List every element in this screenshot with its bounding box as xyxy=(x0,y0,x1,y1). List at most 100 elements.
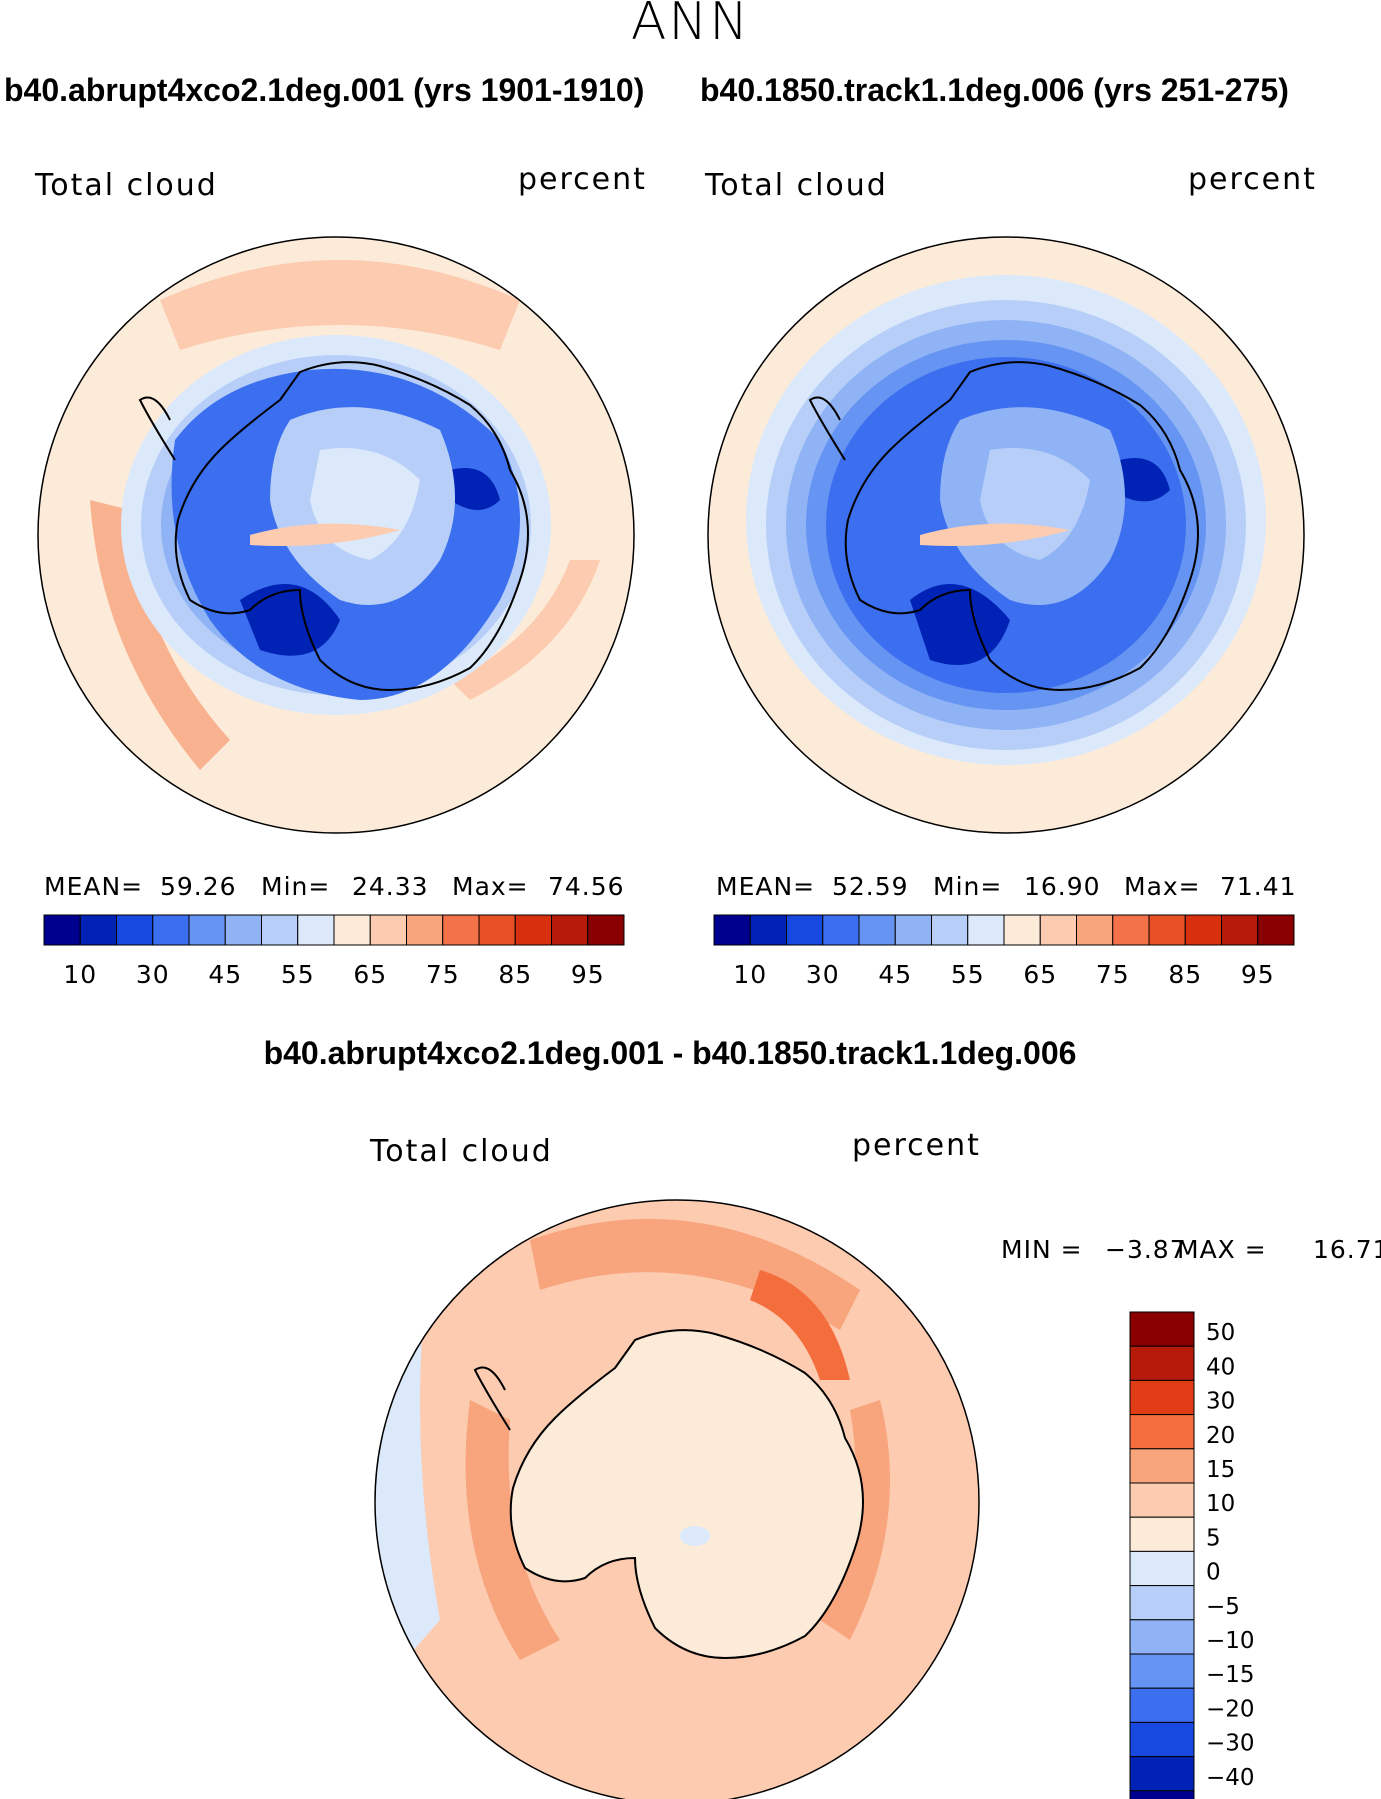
panel2-min-value: 16.90 xyxy=(1024,872,1101,901)
colorbar-box xyxy=(1129,1345,1195,1381)
colorbar-tick-label: −20 xyxy=(1206,1696,1255,1722)
colorbar-box xyxy=(1039,914,1077,946)
colorbar-box xyxy=(1129,1516,1195,1552)
colorbar-box xyxy=(297,914,335,946)
colorbar-tick-label: 75 xyxy=(1096,960,1130,989)
diff-field-label: Total cloud xyxy=(370,1134,553,1169)
colorbar-box xyxy=(1129,1653,1195,1689)
colorbar-box xyxy=(1129,1311,1195,1347)
colorbar-tick-label: 65 xyxy=(1023,960,1057,989)
colorbar-box xyxy=(858,914,896,946)
panel2-max-value: 71.41 xyxy=(1220,872,1297,901)
panel1-mean-value: 59.26 xyxy=(160,872,237,901)
diff-map xyxy=(375,1200,979,1799)
panel1-max-value: 74.56 xyxy=(548,872,625,901)
diff-max-label: MAX = xyxy=(1177,1235,1267,1264)
panel1-colorbar: 10 30 45 55 65 75 85 95 xyxy=(43,914,625,989)
colorbar-tick-label: 45 xyxy=(878,960,912,989)
panel1-units: percent xyxy=(518,162,647,197)
colorbar-tick-label: 85 xyxy=(498,960,532,989)
colorbar-box xyxy=(442,914,480,946)
diff-min-value: −3.87 xyxy=(1105,1235,1187,1264)
season-title: ANN xyxy=(630,0,751,52)
colorbar-box xyxy=(1257,914,1295,946)
colorbar-box xyxy=(786,914,824,946)
colorbar-box xyxy=(514,914,552,946)
panel2-colorbar: 10 30 45 55 65 75 85 95 xyxy=(713,914,1295,989)
colorbar-box xyxy=(188,914,226,946)
panel2-case-title: b40.1850.track1.1deg.006 (yrs 251-275) xyxy=(700,72,1289,108)
diff-max-value: 16.71 xyxy=(1313,1235,1381,1264)
panel2-mean-value: 52.59 xyxy=(832,872,909,901)
colorbar-box xyxy=(1148,914,1186,946)
panel2-map xyxy=(708,237,1304,833)
colorbar-tick-label: 30 xyxy=(1206,1389,1235,1415)
colorbar-box xyxy=(1129,1756,1195,1792)
colorbar-box xyxy=(406,914,444,946)
colorbar-box xyxy=(478,914,516,946)
colorbar-box xyxy=(43,914,81,946)
colorbar-tick-label: −15 xyxy=(1206,1662,1255,1688)
colorbar-box xyxy=(1184,914,1222,946)
panel1-field-label: Total cloud xyxy=(35,168,218,203)
colorbar-tick-label: −5 xyxy=(1206,1594,1240,1620)
colorbar-box xyxy=(261,914,299,946)
colorbar-tick-label: 75 xyxy=(426,960,460,989)
colorbar-tick-label: −30 xyxy=(1206,1731,1255,1757)
colorbar-tick-label: 10 xyxy=(1206,1491,1235,1517)
panel2-mean-label: MEAN= xyxy=(716,872,816,901)
colorbar-box xyxy=(1129,1721,1195,1758)
diff-units: percent xyxy=(852,1128,981,1163)
colorbar-tick-label: −40 xyxy=(1206,1765,1255,1791)
colorbar-tick-label: 10 xyxy=(733,960,767,989)
diff-min-label: MIN = xyxy=(1001,1235,1083,1264)
colorbar-box xyxy=(749,914,787,946)
colorbar-box xyxy=(1129,1790,1195,1799)
colorbar-box xyxy=(967,914,1005,946)
colorbar-box xyxy=(1129,1550,1195,1587)
colorbar-tick-label: 0 xyxy=(1206,1560,1221,1586)
colorbar-box xyxy=(1221,914,1259,946)
colorbar-box xyxy=(551,914,589,946)
colorbar-tick-label: 65 xyxy=(353,960,387,989)
colorbar-tick-label: 45 xyxy=(208,960,242,989)
colorbar-box xyxy=(79,914,117,946)
colorbar-tick-label: 85 xyxy=(1168,960,1202,989)
colorbar-box xyxy=(1129,1482,1195,1518)
colorbar-tick-label: 30 xyxy=(136,960,170,989)
colorbar-box xyxy=(587,914,625,946)
colorbar-tick-label: 5 xyxy=(1206,1525,1221,1551)
colorbar-box xyxy=(369,914,407,946)
colorbar-box xyxy=(152,914,190,946)
colorbar-tick-label: 30 xyxy=(806,960,840,989)
colorbar-tick-label: 10 xyxy=(63,960,97,989)
colorbar-box xyxy=(1129,1585,1195,1621)
colorbar-box xyxy=(1003,914,1041,946)
colorbar-tick-label: −10 xyxy=(1206,1628,1255,1654)
colorbar-box xyxy=(822,914,860,946)
colorbar-box xyxy=(713,914,751,946)
panel1-min-value: 24.33 xyxy=(352,872,429,901)
colorbar-tick-label: 55 xyxy=(951,960,985,989)
colorbar-tick-label: 50 xyxy=(1206,1320,1235,1346)
colorbar-box xyxy=(894,914,932,946)
panel2-units: percent xyxy=(1188,162,1317,197)
colorbar-box xyxy=(1129,1619,1195,1655)
colorbar-tick-label: 95 xyxy=(571,960,605,989)
colorbar-tick-label: 40 xyxy=(1206,1354,1235,1380)
panel1-min-label: Min= xyxy=(261,872,331,901)
colorbar-box xyxy=(931,914,969,946)
panel2-min-label: Min= xyxy=(933,872,1003,901)
colorbar-tick-label: 95 xyxy=(1241,960,1275,989)
panel2-max-label: Max= xyxy=(1124,872,1201,901)
colorbar-tick-label: 55 xyxy=(281,960,315,989)
panel1-mean-label: MEAN= xyxy=(44,872,144,901)
colorbar-box xyxy=(1129,1414,1195,1450)
colorbar-box xyxy=(1129,1687,1195,1723)
colorbar-box xyxy=(1112,914,1150,946)
colorbar-box xyxy=(116,914,154,946)
panel1-map xyxy=(38,237,634,833)
panel1-case-title: b40.abrupt4xco2.1deg.001 (yrs 1901-1910) xyxy=(4,72,645,108)
